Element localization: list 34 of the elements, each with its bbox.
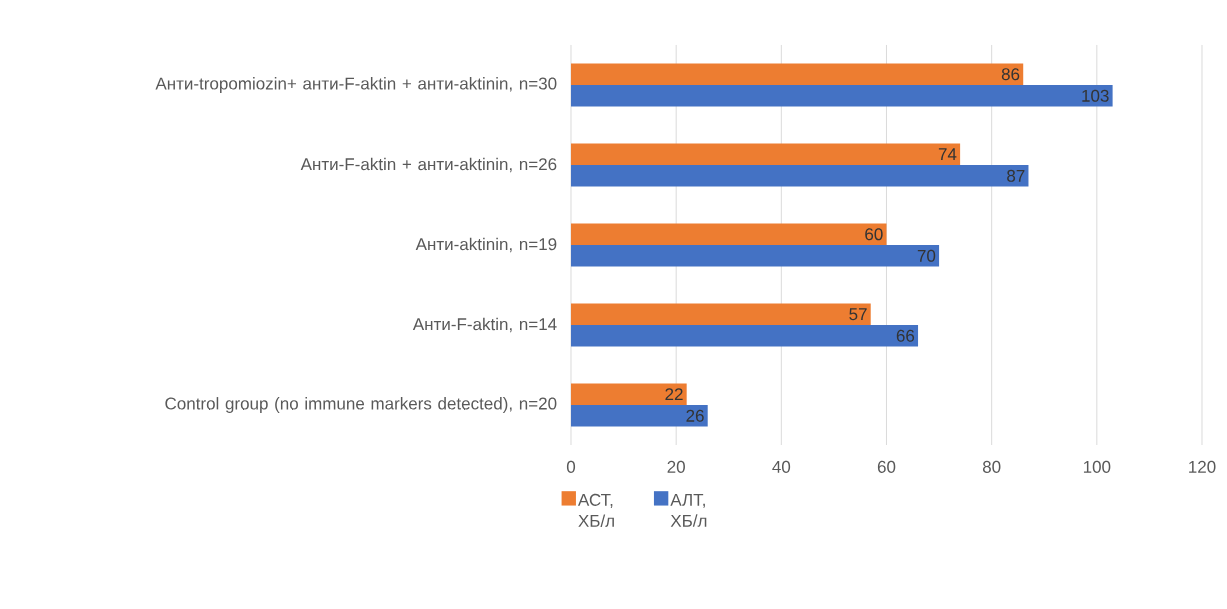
bar xyxy=(571,223,887,245)
data-label: 70 xyxy=(917,249,936,262)
x-tick-label: 120 xyxy=(1189,460,1216,473)
data-label: 74 xyxy=(938,148,957,161)
bar xyxy=(571,324,919,347)
x-tick-label: 80 xyxy=(982,460,1001,473)
bar xyxy=(571,143,961,165)
bar xyxy=(571,164,1029,187)
x-tick-label: 60 xyxy=(877,460,896,473)
y-tick-label: Анти-F-aktin, n=14 xyxy=(412,317,557,333)
x-tick-label: 40 xyxy=(772,460,791,473)
y-tick-label: Control group (no immune markers detected), n=20 xyxy=(165,397,557,413)
bar xyxy=(571,84,1113,107)
y-tick-label: Анти-tropomiozin+ анти-F-aktin + анти-aktinin, n=30 xyxy=(155,77,557,93)
data-label: 57 xyxy=(849,308,867,321)
data-label: 22 xyxy=(665,388,683,401)
bar xyxy=(571,383,687,405)
x-tick-label: 20 xyxy=(667,460,685,473)
x-tick-label: 0 xyxy=(566,460,576,473)
data-label: 86 xyxy=(1001,68,1020,81)
legend-label: АСТ, ХБ/л xyxy=(577,493,614,527)
bar xyxy=(571,404,708,427)
legend-label: АЛТ, ХБ/л xyxy=(670,493,707,527)
data-label: 103 xyxy=(1082,89,1109,102)
bar xyxy=(571,303,871,325)
data-label: 60 xyxy=(865,228,883,241)
data-label: 66 xyxy=(896,329,915,342)
y-tick-label: Анти-aktinin, n=19 xyxy=(415,237,557,253)
data-label: 26 xyxy=(686,409,704,422)
data-label: 87 xyxy=(1007,169,1025,182)
y-tick-label: Анти-F-aktin + анти-aktinin, n=26 xyxy=(300,157,557,173)
bar xyxy=(571,63,1024,85)
bar xyxy=(571,244,940,267)
x-tick-label: 100 xyxy=(1083,460,1111,473)
